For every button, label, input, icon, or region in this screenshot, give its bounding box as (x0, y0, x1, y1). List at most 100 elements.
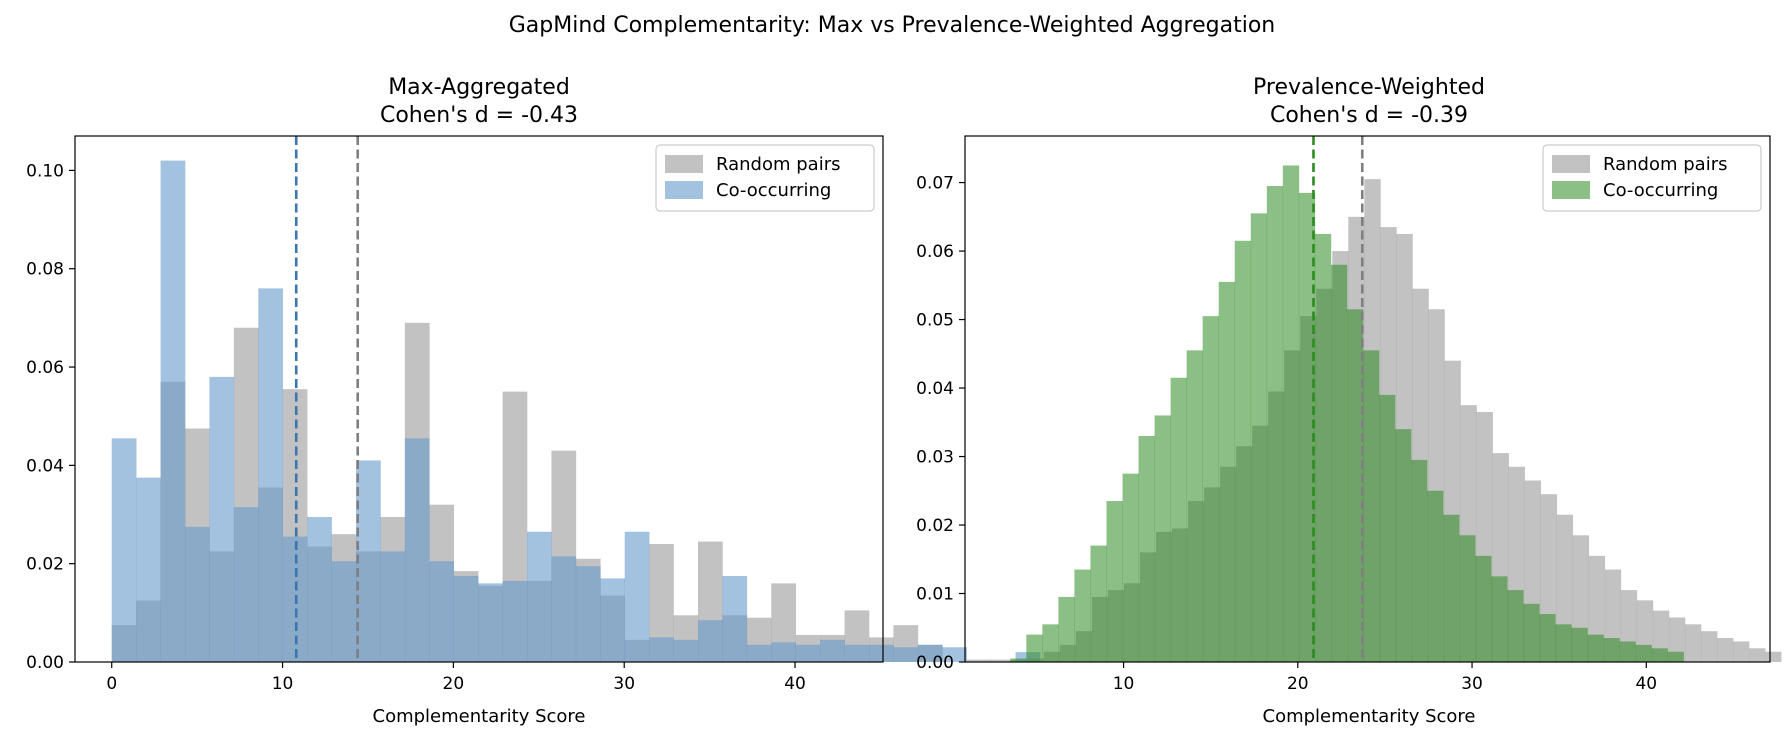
legend: Random pairs Co-occurring (655, 144, 875, 212)
axes-frame (74, 135, 884, 663)
histogram-bar (1411, 459, 1428, 662)
histogram-bar (1362, 350, 1380, 662)
histogram-bar (1154, 415, 1171, 662)
histogram-bar (1733, 641, 1750, 662)
histogram-bar (1475, 555, 1492, 662)
histogram-bar (600, 578, 626, 662)
histogram-bar (1667, 651, 1684, 662)
histogram-bar (1635, 644, 1652, 662)
histogram-bar (136, 477, 161, 662)
y-tick-label: 0.00 (26, 653, 64, 673)
histogram-bar (1684, 624, 1702, 662)
y-tick-label: 0.01 (916, 585, 954, 605)
histogram-bar (844, 644, 870, 662)
histogram-bar (673, 639, 699, 662)
y-tick-label: 0.05 (916, 311, 954, 331)
histogram-bar (1042, 624, 1059, 662)
y-tick-label: 0.03 (916, 448, 954, 468)
histogram-bar (1106, 501, 1123, 662)
panel-title-line2: Cohen's d = -0.43 (380, 103, 578, 128)
y-tick-label: 0.08 (26, 260, 64, 280)
histogram-bar (1026, 634, 1043, 662)
x-axis-label: Complementarity Score (1263, 706, 1476, 727)
histogram-bar (649, 637, 674, 662)
x-tick-label: 20 (443, 674, 465, 694)
histogram-bar (722, 575, 748, 662)
legend-box (655, 144, 875, 212)
y-tick-label: 0.04 (26, 456, 64, 476)
histogram-bar (1298, 192, 1316, 662)
histogram-bar (453, 575, 479, 662)
legend-label: Co-occurring (716, 180, 831, 201)
histogram-bar (233, 507, 259, 662)
x-tick-label: 40 (1635, 674, 1657, 694)
histogram-bar (1346, 309, 1364, 662)
histogram-bar (1619, 641, 1636, 662)
legend-swatch (1552, 181, 1590, 199)
histogram-bar (551, 556, 577, 662)
y-tick-label: 0.10 (26, 161, 64, 181)
x-tick-label: 10 (272, 674, 294, 694)
histogram-bar (991, 659, 1016, 662)
histogram-bar (1058, 596, 1075, 662)
histogram-bar (1587, 634, 1604, 662)
figure-suptitle: GapMind Complementarity: Max vs Prevalen… (509, 13, 1275, 38)
histogram-bar (893, 647, 919, 662)
y-tick-label: 0.07 (916, 174, 954, 194)
histogram-bar (429, 561, 455, 662)
y-tick-label: 0.06 (26, 358, 64, 378)
y-tick-label: 0.02 (916, 516, 954, 536)
y-tick-label: 0.06 (916, 242, 954, 262)
legend-label: Co-occurring (1603, 180, 1718, 201)
histogram-bar (1282, 165, 1300, 662)
histogram-bar (111, 438, 137, 662)
histogram-bar (1234, 240, 1252, 663)
histogram-bar (1010, 658, 1027, 662)
x-axis-label: Complementarity Score (373, 706, 586, 727)
histogram-bar (1138, 435, 1155, 662)
histogram-bar (502, 580, 528, 662)
legend-label: Random pairs (716, 154, 840, 175)
histogram-bar (698, 620, 723, 662)
histogram-bar (1459, 535, 1476, 662)
histogram-bar (356, 460, 381, 662)
histogram-bar (1507, 590, 1524, 662)
histogram-bar (1651, 648, 1668, 662)
histogram-bar (1186, 350, 1203, 662)
histogram-bar (1555, 624, 1572, 662)
legend-swatch (665, 181, 703, 199)
histogram-bar (404, 438, 430, 662)
histogram-bar (820, 639, 845, 662)
legend-swatch (1552, 155, 1590, 173)
histogram-bar (746, 644, 772, 662)
histogram-bar (1765, 651, 1782, 662)
x-tick-label: 20 (1287, 674, 1309, 694)
y-tick-label: 0.04 (916, 379, 954, 399)
histogram-bar (1090, 545, 1107, 662)
legend-label: Random pairs (1603, 154, 1727, 175)
histogram-bar (185, 526, 210, 662)
histogram-bar (307, 516, 332, 662)
histogram-bar (1539, 614, 1556, 662)
legend: Random pairs Co-occurring (1542, 144, 1762, 212)
panel-title-line2: Cohen's d = -0.39 (1270, 103, 1468, 128)
histogram-bar (575, 566, 601, 662)
histogram-bar (795, 644, 821, 662)
histogram-bar (527, 531, 552, 662)
max-aggregated-panel: Max-Aggregated Cohen's d = -0.43 0 10 20 30… (26, 75, 1041, 727)
axes-frame (964, 135, 1771, 663)
histogram-bar (1266, 186, 1284, 662)
histogram-bar (1523, 603, 1540, 662)
series-co-occurring (1010, 165, 1684, 663)
histogram-bar (1314, 233, 1332, 662)
histogram-bar (1170, 377, 1187, 662)
panel-title-line1: Max-Aggregated (388, 75, 570, 100)
histogram-bar (258, 288, 284, 662)
histogram-bar (1218, 281, 1236, 662)
histogram-bar (209, 376, 235, 662)
histogram-bar (1749, 648, 1766, 662)
histogram-bar (478, 583, 503, 662)
histogram-bar (160, 160, 186, 662)
histogram-bar (1571, 627, 1588, 662)
